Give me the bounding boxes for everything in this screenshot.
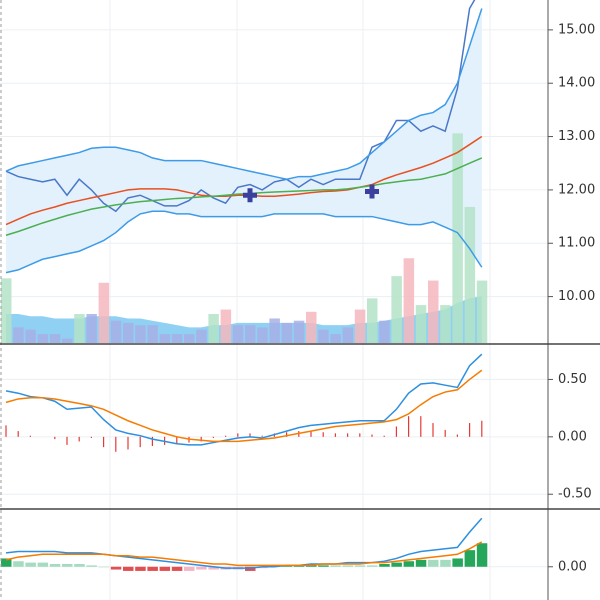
bar [342,565,354,567]
bar [391,276,402,343]
line [5,353,483,446]
bar [452,558,463,567]
y-tick-label: 10.00 [558,289,595,304]
bar [318,329,329,343]
bar [13,327,24,343]
bar [415,305,427,343]
bar [318,565,329,567]
bar [37,562,49,567]
bar [49,564,61,567]
bar [208,314,219,343]
bar [257,327,268,343]
signal-marker [243,188,257,203]
bar [379,564,390,567]
bar [135,566,146,571]
bar [196,566,207,570]
bar [1,278,12,343]
bar [123,566,134,571]
bar [25,329,36,343]
bar [269,318,280,343]
y-tick-label: -0.50 [558,487,592,502]
bar [220,309,232,343]
bar [440,559,451,567]
bar [464,550,476,567]
bar [476,280,488,343]
bar [281,322,293,343]
bar [354,565,366,567]
bar [49,334,61,343]
y-tick-label: 12.00 [558,182,595,197]
bar [452,133,463,343]
bar [330,334,341,343]
bar [159,566,171,571]
bar [171,334,183,343]
bar [428,280,439,343]
line [5,0,476,213]
bar [123,322,134,343]
bar [110,566,122,570]
bar [135,325,146,343]
bar [367,565,378,567]
bar [110,320,122,343]
bar [74,564,85,567]
bar [208,566,219,570]
bar [403,561,415,567]
bar [171,566,183,571]
bar [159,334,171,343]
bar [306,311,317,343]
bar [184,334,195,343]
bar [342,327,354,343]
pane [0,353,548,495]
panes: 10.00 11.00 12.00 13.00 14.00 15.00 -0.50 0.00 0… [0,0,595,574]
bar [86,565,97,567]
bar [62,338,73,343]
bar [98,566,110,568]
bar [62,564,73,567]
bar [184,566,195,571]
bar [13,561,24,567]
vertical-grid [109,0,491,600]
signal-marker [365,184,379,199]
bar [293,320,305,343]
bar [37,334,49,343]
bar [147,325,158,343]
bar [440,305,451,343]
y-tick-label: 0.00 [558,429,587,444]
bar [196,329,207,343]
bar [245,325,256,343]
line [5,517,483,569]
bar [147,566,158,571]
y-tick-label: 13.00 [558,129,595,144]
bar [403,258,415,343]
line [5,210,483,274]
bar [232,325,244,343]
y-tick-label: 0.00 [558,559,587,574]
y-tick-label: 0.50 [558,372,587,387]
y-tick-label: 14.00 [558,76,595,91]
bar [367,298,378,343]
bar [476,543,488,567]
bar [379,320,390,343]
bar [415,559,427,567]
bar [25,562,36,567]
bar [330,565,341,567]
pane [0,517,548,571]
bar [428,559,439,567]
bar [354,309,366,343]
line [5,369,483,443]
bar [98,282,110,343]
y-tick-label: 11.00 [558,236,595,251]
line [5,541,483,567]
band-fill [6,8,482,273]
pane [0,0,548,343]
bar [464,206,476,343]
line [5,8,483,181]
bar [391,562,402,567]
bar [74,314,85,343]
bar [1,558,12,567]
y-tick-label: 15.00 [558,22,595,37]
bar [86,314,97,343]
